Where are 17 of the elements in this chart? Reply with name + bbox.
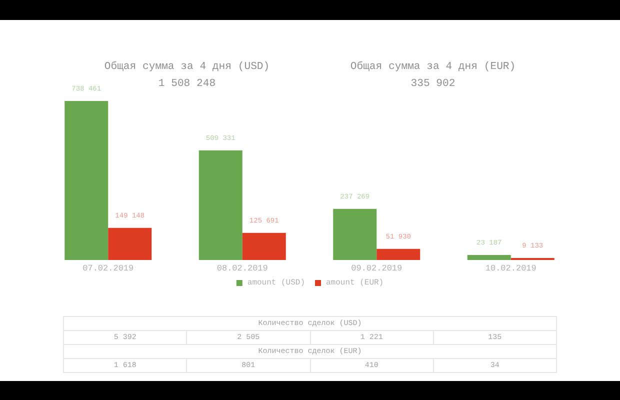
- text: 1 508 248: [157, 77, 217, 92]
- x-tick-label: 08.02.2019: [216, 264, 268, 274]
- x-tick-label: 10.02.2019: [485, 264, 536, 274]
- text: Общая сумма за 4 дня (EUR): [350, 60, 516, 75]
- bar: [467, 255, 511, 260]
- x-tick-label: 07.02.2019: [82, 264, 134, 274]
- bar: [198, 150, 242, 260]
- legend-label: amount (EUR): [326, 278, 384, 288]
- text: Общая сумма за 4 дня (USD): [104, 60, 270, 75]
- legend-label: amount (USD): [247, 278, 305, 288]
- bar: [64, 101, 108, 260]
- bar: [333, 208, 377, 260]
- bar: [108, 228, 152, 260]
- bar: [376, 248, 420, 260]
- x-tick-label: 09.02.2019: [351, 264, 402, 274]
- text: 335 902: [410, 77, 456, 92]
- bar: [242, 232, 286, 260]
